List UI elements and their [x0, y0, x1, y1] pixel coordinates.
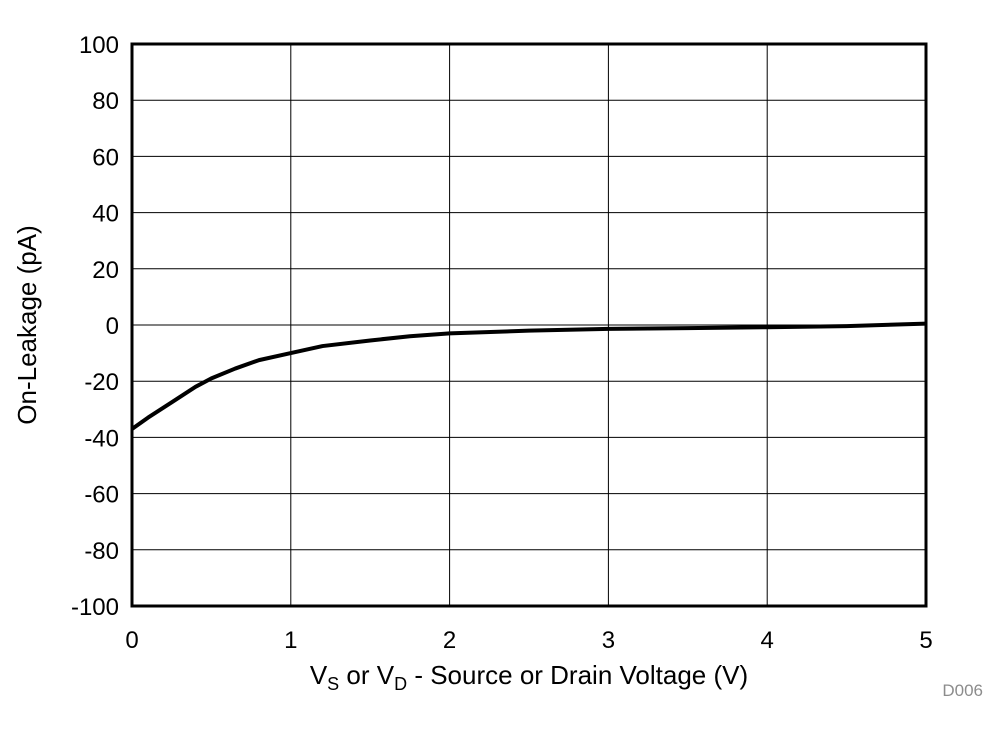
y-tick-label: 0	[106, 313, 119, 340]
y-tick-label: -40	[84, 425, 119, 452]
y-tick-label: -80	[84, 538, 119, 565]
y-tick-label: 40	[92, 201, 119, 228]
figure-code: D006	[942, 681, 983, 700]
x-tick-label: 1	[284, 627, 297, 654]
y-tick-label: -20	[84, 369, 119, 396]
y-tick-labels: 100 80 60 40 20 0 -20 -40 -60 -80 -100	[71, 32, 119, 621]
y-axis-label: On-Leakage (pA)	[12, 225, 42, 424]
x-tick-label: 5	[919, 627, 932, 654]
x-tick-label: 4	[761, 627, 774, 654]
y-tick-label: 60	[92, 144, 119, 171]
x-tick-labels: 0 1 2 3 4 5	[125, 627, 932, 654]
y-tick-label: 80	[92, 88, 119, 115]
y-tick-label: -60	[84, 482, 119, 509]
y-tick-label: -100	[71, 594, 119, 621]
data-line	[130, 321, 927, 431]
x-axis-label: VS or VD - Source or Drain Voltage (V)	[310, 660, 748, 694]
y-tick-label: 20	[92, 257, 119, 284]
x-tick-label: 0	[125, 627, 138, 654]
y-tick-label: 100	[79, 32, 119, 59]
x-tick-label: 2	[443, 627, 456, 654]
x-tick-label: 3	[602, 627, 615, 654]
